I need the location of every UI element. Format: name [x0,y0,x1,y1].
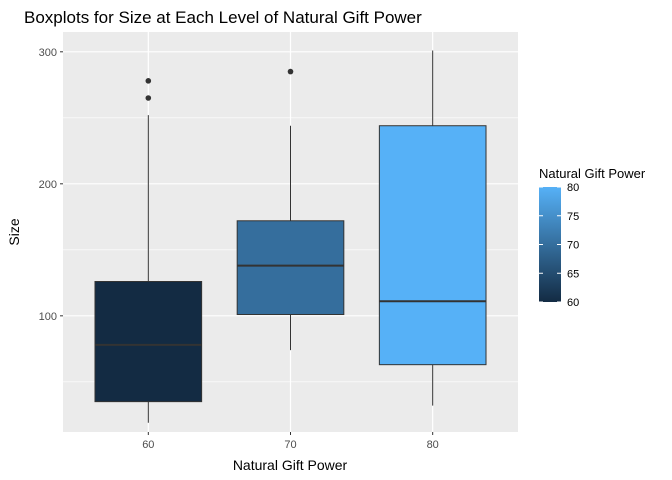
legend-tick-label: 60 [567,297,579,309]
legend-title: Natural Gift Power [539,166,646,181]
legend-tick-label: 75 [567,211,579,223]
y-axis: 100 200 300 [39,47,63,323]
box-80 [378,50,487,406]
x-axis-title: Natural Gift Power [233,457,348,473]
boxes [94,50,487,423]
legend-tick-label: 65 [567,268,579,280]
outlier-point [145,78,152,84]
box-60 [94,78,203,423]
y-tick-label: 200 [39,179,57,191]
box-iqr [236,220,345,316]
outlier-point [145,95,152,101]
y-tick-label: 300 [39,47,57,59]
legend-tick-label: 80 [567,182,579,194]
box-70 [236,68,345,351]
y-tick-label: 100 [39,311,57,323]
x-axis: 60 70 80 [142,432,439,451]
legend: Natural Gift Power 80 75 70 65 60 [539,166,646,309]
box-iqr [94,281,203,403]
legend-tick-label: 70 [567,240,579,252]
legend-colorbar [539,187,561,302]
chart-title: Boxplots for Size at Each Level of Natur… [24,8,422,27]
outlier-point [287,68,294,75]
x-tick-label: 80 [427,439,439,451]
x-tick-label: 70 [284,439,296,451]
x-tick-label: 60 [142,439,154,451]
y-axis-title: Size [6,218,22,245]
box-iqr [378,125,487,366]
